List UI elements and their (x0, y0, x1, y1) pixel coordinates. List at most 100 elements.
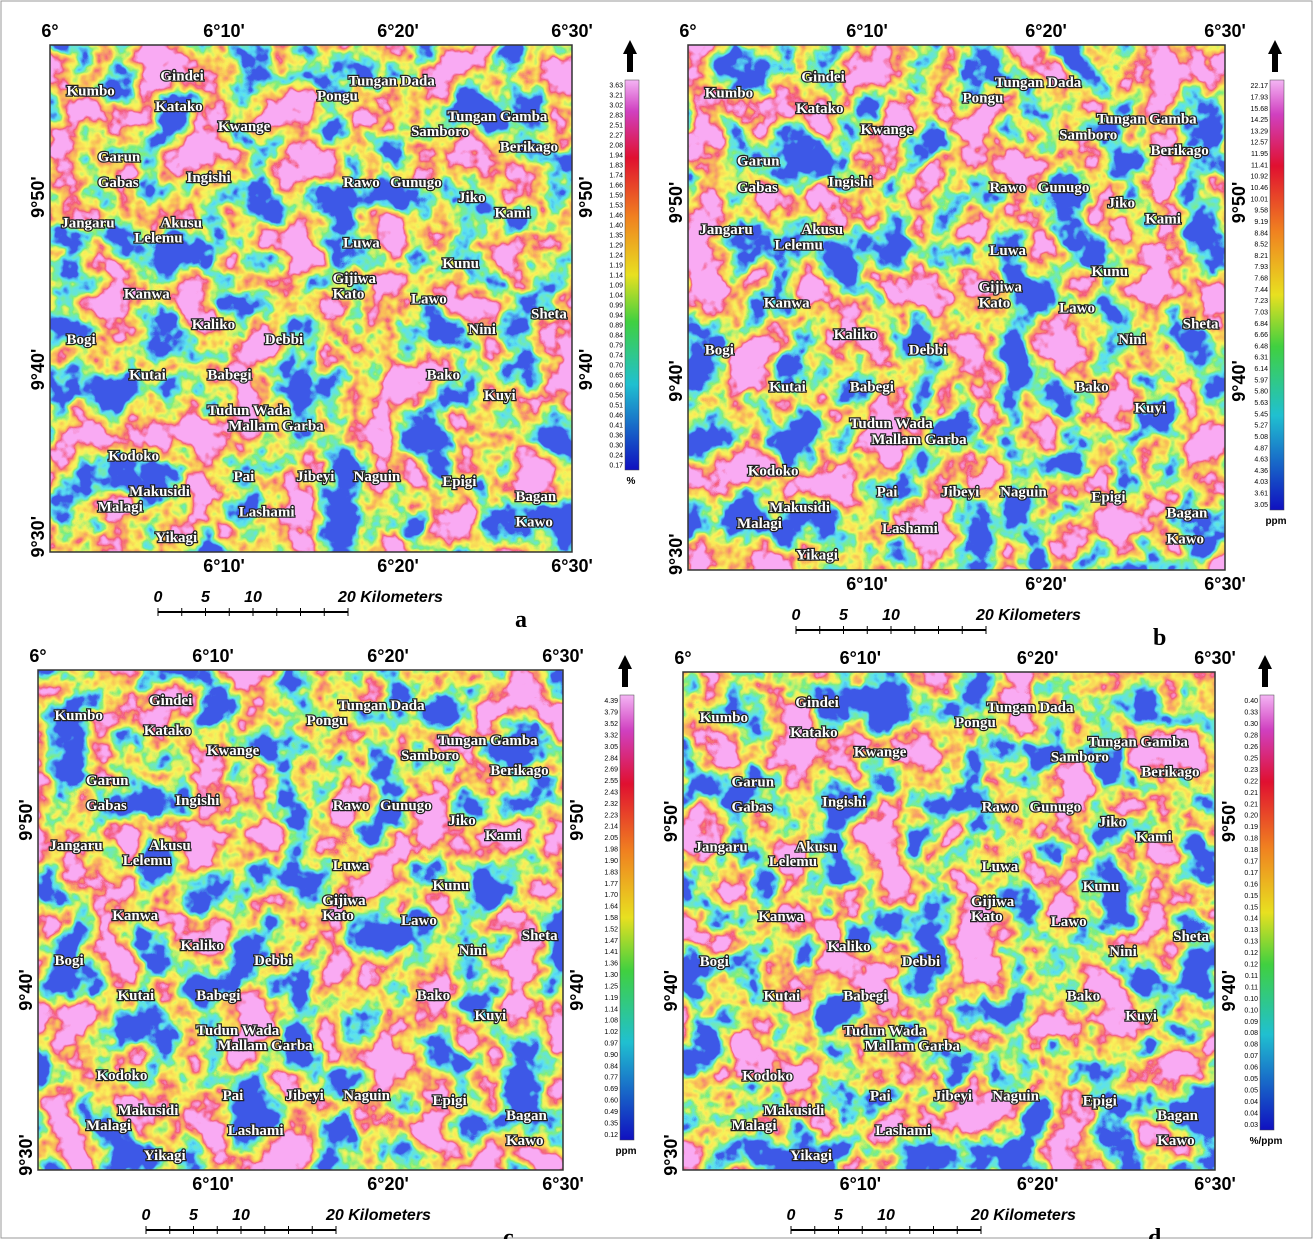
place-label: Tudun Wada (207, 403, 290, 419)
place-label: Bogi (700, 954, 729, 970)
place-label: Samboro (1059, 127, 1117, 143)
legend-value: 6.14 (1254, 366, 1268, 373)
legend-value: 3.02 (609, 103, 623, 110)
legend-value: 9.58 (1254, 208, 1268, 215)
place-label: Kodoko (748, 463, 799, 479)
legend-value: 1.25 (604, 983, 618, 990)
lat-label-left: 9°40' (661, 970, 681, 1012)
place-label: Jiko (458, 190, 486, 206)
place-label: Pongu (963, 91, 1004, 107)
place-label: Ingishi (187, 170, 231, 186)
place-label: Kumbo (55, 708, 103, 724)
panel-letter: d (1148, 1225, 1162, 1239)
place-label: Kato (979, 295, 1011, 311)
place-label: Kuyi (1125, 1009, 1157, 1025)
place-label: Gunugo (380, 798, 432, 814)
place-label: Sheta (1173, 929, 1209, 945)
legend-value: 1.46 (609, 213, 623, 220)
legend-value: 0.84 (609, 333, 623, 340)
place-label: Bogi (66, 332, 95, 348)
place-label: Jibeyi (296, 469, 334, 485)
place-label: Lashami (882, 521, 938, 537)
place-label: Pai (877, 484, 898, 500)
legend-value: 0.08 (1244, 1030, 1258, 1037)
place-label: Katako (796, 101, 844, 117)
place-label: Yikagi (790, 1148, 832, 1164)
legend-value: 1.40 (609, 223, 623, 230)
legend-value: 0.23 (1244, 767, 1258, 774)
place-label: Luwa (333, 858, 370, 874)
scale-label: 10 (232, 1207, 250, 1224)
lat-label-left: 9°30' (28, 516, 48, 558)
lon-label-bottom: 6°10' (846, 574, 888, 594)
place-label: Kunu (442, 256, 479, 272)
place-label: Babegi (196, 988, 240, 1004)
legend-value: 0.05 (1244, 1076, 1258, 1083)
north-arrow (623, 40, 637, 72)
legend-value: 0.12 (1244, 962, 1258, 969)
legend-value: 1.09 (609, 283, 623, 290)
place-label: Tungan Dada (987, 700, 1074, 716)
lon-label-top: 6°10' (846, 21, 888, 41)
place-label: Gunugo (390, 175, 442, 191)
legend-value: 8.52 (1254, 242, 1268, 249)
legend-value: 7.23 (1254, 298, 1268, 305)
legend-value: 3.05 (604, 744, 618, 751)
legend-value: 8.84 (1254, 230, 1268, 237)
legend-value: 0.17 (1244, 858, 1258, 865)
legend-value: 1.66 (609, 183, 623, 190)
legend-unit: ppm (615, 1146, 636, 1157)
legend-value: 0.17 (609, 463, 623, 470)
place-label: Kutai (763, 989, 800, 1005)
legend-value: 0.21 (1244, 790, 1258, 797)
scale-label: 20 Kilometers (337, 589, 443, 606)
place-label: Kanwa (112, 908, 158, 924)
place-label: Kutai (129, 368, 166, 384)
color-bar (624, 79, 640, 471)
place-label: Lawo (401, 913, 437, 929)
scale-label: 0 (154, 589, 163, 606)
lon-label-top: 6°20' (1025, 21, 1067, 41)
lat-label-right: 9°50' (1219, 801, 1239, 843)
place-label: Tungan Gamba (1088, 735, 1188, 751)
place-label: Yikagi (144, 1148, 186, 1164)
legend-value: 5.45 (1254, 411, 1268, 418)
lon-label-top: 6°30' (1204, 21, 1246, 41)
lon-label-top: 6°10' (203, 21, 245, 41)
legend-value: 0.18 (1244, 847, 1258, 854)
place-label: Samboro (401, 748, 459, 764)
place-label: Kunu (433, 878, 470, 894)
place-label: Mallam Garba (228, 418, 324, 434)
legend-value: 2.32 (604, 801, 618, 808)
place-label: Kaliko (834, 327, 877, 343)
lat-label-right: 9°40' (1229, 360, 1249, 402)
lat-label-left: 9°40' (666, 360, 686, 402)
place-label: Kami (1145, 211, 1181, 227)
place-label: Kanwa (764, 295, 810, 311)
place-label: Nini (459, 943, 487, 959)
scale-label: 5 (834, 1207, 844, 1224)
place-label: Lashami (228, 1123, 284, 1139)
map (683, 672, 1215, 1170)
place-label: Mallam Garba (871, 432, 967, 448)
lat-label-left: 9°40' (16, 969, 36, 1011)
place-label: Gijiwa (971, 894, 1015, 910)
place-label: Kuyi (475, 1008, 507, 1024)
map-frame (687, 44, 1226, 571)
lon-label-bottom: 6°30' (551, 556, 593, 576)
place-label: Kutai (769, 379, 806, 395)
legend-value: 0.09 (1244, 1019, 1258, 1026)
place-label: Kami (1136, 829, 1172, 845)
legend-value: 2.43 (604, 789, 618, 796)
legend-value: 4.63 (1254, 457, 1268, 464)
map-frame (682, 671, 1216, 1171)
place-label: Bagan (1167, 505, 1209, 521)
legend-value: 2.14 (604, 824, 618, 831)
place-label: Bako (427, 368, 460, 384)
place-label: Babegi (207, 368, 251, 384)
legend-value: 0.12 (1244, 950, 1258, 957)
place-label: Gindei (801, 70, 844, 86)
lat-label-left: 9°50' (28, 176, 48, 218)
place-label: Mallam Garba (865, 1039, 961, 1055)
legend-value: 0.19 (1244, 824, 1258, 831)
